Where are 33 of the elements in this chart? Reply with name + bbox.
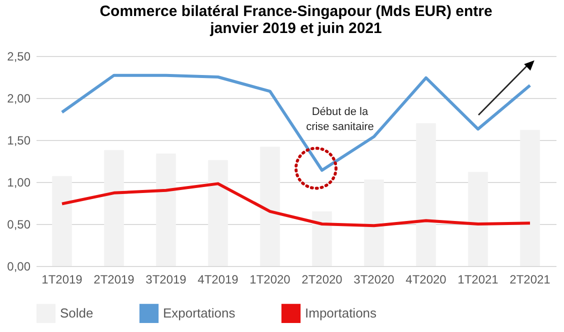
y-tick-label: 2,50 — [7, 50, 31, 64]
legend-label: Importations — [305, 305, 378, 320]
line-series — [60, 74, 532, 172]
y-tick-label: 2,00 — [7, 92, 31, 106]
y-tick-label: 0,00 — [7, 260, 31, 274]
bar — [104, 150, 124, 266]
x-tick-label: 2T2020 — [302, 272, 343, 286]
line-series — [60, 182, 532, 228]
bar — [520, 130, 540, 266]
bar — [156, 153, 176, 266]
bar — [416, 123, 436, 266]
x-tick-label: 4T2020 — [406, 272, 447, 286]
y-tick-label: 1,50 — [7, 134, 31, 148]
bar — [52, 176, 72, 266]
x-tick-label: 1T2021 — [458, 272, 499, 286]
x-tick-label: 3T2020 — [354, 272, 395, 286]
annotation: Début de la crise sanitaire — [306, 106, 374, 134]
x-tick-label: 1T2020 — [250, 272, 291, 286]
x-tick-label: 4T2019 — [198, 272, 239, 286]
legend-label: Exportations — [163, 305, 236, 320]
bar — [364, 179, 384, 266]
x-tick-label: 3T2019 — [146, 272, 187, 286]
bar — [260, 146, 280, 266]
legend-label: Solde — [60, 305, 94, 320]
bar — [468, 172, 488, 266]
x-tick-label: 1T2019 — [42, 272, 83, 286]
y-tick-label: 1,00 — [7, 176, 31, 190]
bar — [312, 211, 332, 266]
x-tick-label: 2T2021 — [510, 272, 551, 286]
x-tick-label: 2T2019 — [94, 272, 135, 286]
chart-title: Commerce bilatéral France-Singapour (Mds EUR) entre janvier 2019 et juin 2021 — [100, 3, 492, 37]
bar — [208, 160, 228, 266]
y-tick-label: 0,50 — [7, 218, 31, 232]
